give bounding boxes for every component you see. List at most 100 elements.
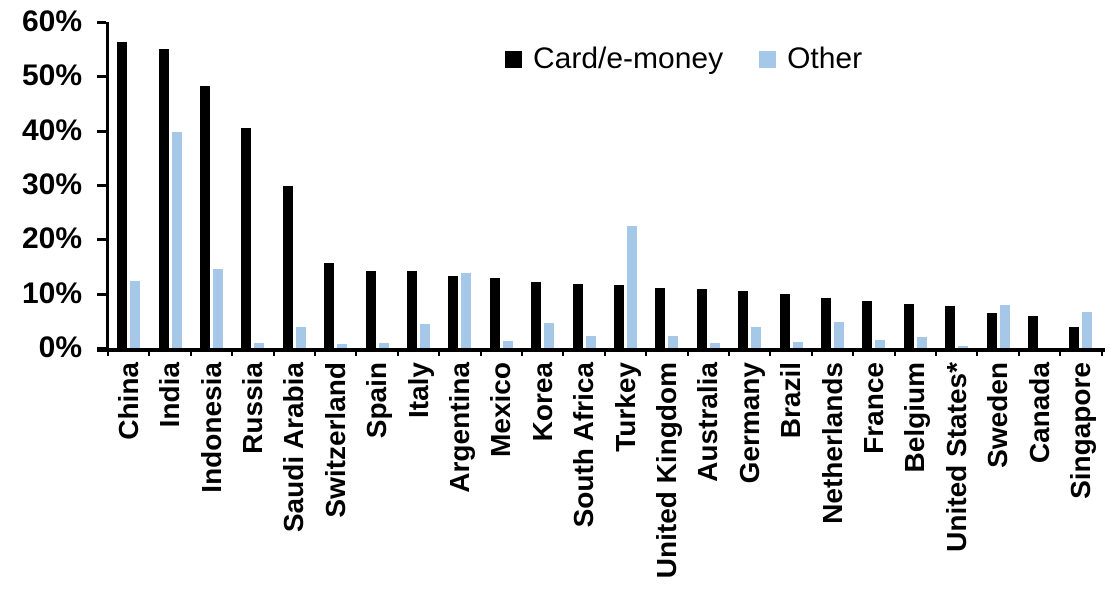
legend-label-other: Other xyxy=(787,42,863,75)
y-tick-label: 30% xyxy=(21,168,82,201)
x-tick-label-united-states: United States* xyxy=(940,362,972,552)
other-bar-south-africa xyxy=(585,335,596,348)
y-tick-label: 10% xyxy=(21,276,82,310)
x-tick-label-india: India xyxy=(154,362,186,428)
x-tick-label-spain: Spain xyxy=(361,362,393,439)
x-tick-label-argentina: Argentina xyxy=(443,362,475,493)
card-e-money-bar-turkey xyxy=(614,284,624,348)
card-e-money-bar-spain xyxy=(365,271,376,348)
x-tick-label-indonesia: Indonesia xyxy=(195,362,227,493)
card-e-money-bar-united-states xyxy=(945,305,956,348)
x-axis-tick xyxy=(603,351,606,356)
x-axis-tick xyxy=(562,351,565,356)
x-tick-label-china: China xyxy=(112,362,144,440)
legend-label-card-e-money: Card/e-money xyxy=(533,42,724,75)
card-e-money-bar-united-kingdom xyxy=(655,288,666,348)
other-bar-india xyxy=(171,132,182,348)
x-axis-tick xyxy=(852,351,855,356)
x-tick-label-saudi-arabia: Saudi Arabia xyxy=(278,362,310,533)
x-axis-tick xyxy=(1017,351,1020,356)
y-tick-label: 60% xyxy=(21,5,82,38)
other-bar-belgium xyxy=(916,337,927,348)
card-e-money-bar-belgium xyxy=(903,303,914,348)
other-bar-brazil xyxy=(792,342,803,348)
x-axis-tick xyxy=(893,351,896,356)
x-tick-label-canada: Canada xyxy=(1023,362,1055,464)
other-bar-korea xyxy=(544,323,555,348)
y-tick-label: 0% xyxy=(38,331,82,364)
card-e-money-bar-canada xyxy=(1028,315,1038,348)
y-tick-label: 40% xyxy=(21,113,82,147)
y-axis-tick xyxy=(97,184,106,187)
x-axis-tick xyxy=(107,351,109,356)
x-axis-tick xyxy=(645,351,648,356)
x-axis-tick xyxy=(272,351,275,356)
x-tick-label-germany: Germany xyxy=(733,362,765,484)
x-axis-tick xyxy=(686,351,689,356)
card-e-money-bar-argentina xyxy=(448,275,459,348)
y-axis-line xyxy=(106,22,109,352)
x-axis-tick xyxy=(810,351,813,356)
x-axis-tick xyxy=(935,351,937,356)
x-tick-label-australia: Australia xyxy=(692,362,724,482)
card-e-money-bar-korea xyxy=(531,281,542,348)
card-e-money-bar-india xyxy=(158,49,169,348)
other-bar-singapore xyxy=(1082,312,1093,348)
legend-swatch-other xyxy=(759,50,777,68)
x-axis-tick xyxy=(231,351,234,356)
x-axis-tick xyxy=(314,351,316,356)
y-axis-tick xyxy=(97,21,106,24)
x-tick-label-mexico: Mexico xyxy=(485,362,517,457)
y-axis-tick xyxy=(97,238,106,242)
x-axis-tick xyxy=(479,351,482,356)
other-bar-united-kingdom xyxy=(668,335,679,348)
legend: Card/e-money Other xyxy=(505,42,862,76)
x-axis-tick xyxy=(976,351,979,356)
x-tick-label-russia: Russia xyxy=(236,362,268,454)
x-tick-label-turkey: Turkey xyxy=(609,362,641,452)
x-tick-label-belgium: Belgium xyxy=(899,362,931,473)
other-bar-saudi-arabia xyxy=(295,327,306,348)
card-e-money-bar-south-africa xyxy=(572,284,583,348)
other-bar-switzerland xyxy=(337,343,348,348)
other-bar-sweden xyxy=(999,304,1010,348)
x-axis-tick xyxy=(521,351,523,356)
card-e-money-bar-france xyxy=(862,301,873,348)
legend-item-other: Other xyxy=(759,42,862,76)
x-tick-label-brazil: Brazil xyxy=(775,362,807,439)
x-tick-label-italy: Italy xyxy=(402,362,434,419)
x-axis-line xyxy=(97,348,1105,352)
card-e-money-bar-china xyxy=(117,42,128,348)
y-tick-label: 50% xyxy=(21,59,82,93)
x-tick-label-sweden: Sweden xyxy=(982,362,1014,468)
other-bar-germany xyxy=(751,326,762,348)
other-bar-mexico xyxy=(502,341,513,348)
x-tick-label-switzerland: Switzerland xyxy=(319,362,351,518)
legend-item-card-e-money: Card/e-money xyxy=(505,42,723,76)
x-tick-label-singapore: Singapore xyxy=(1064,362,1096,499)
card-e-money-bar-sweden xyxy=(986,312,997,348)
other-bar-united-states xyxy=(958,346,969,348)
y-axis-tick xyxy=(97,75,106,79)
other-bar-netherlands xyxy=(834,321,844,348)
x-tick-label-united-kingdom: United Kingdom xyxy=(650,362,682,579)
x-axis-tick xyxy=(1100,351,1103,356)
card-e-money-bar-netherlands xyxy=(821,298,831,348)
other-bar-argentina xyxy=(461,273,472,348)
x-axis-tick xyxy=(396,351,399,356)
card-e-money-bar-indonesia xyxy=(200,85,210,348)
x-axis-tick xyxy=(355,351,358,356)
x-axis-tick xyxy=(1059,351,1062,356)
card-e-money-bar-saudi-arabia xyxy=(282,186,293,348)
card-e-money-bar-australia xyxy=(696,289,707,348)
card-e-money-bar-italy xyxy=(407,271,417,348)
other-bar-china xyxy=(130,281,141,348)
x-tick-label-france: France xyxy=(857,362,889,454)
x-tick-label-korea: Korea xyxy=(526,362,558,442)
other-bar-france xyxy=(875,339,886,348)
other-bar-russia xyxy=(254,343,265,348)
x-tick-label-south-africa: South Africa xyxy=(568,362,600,528)
x-axis-tick xyxy=(148,351,151,356)
card-e-money-bar-brazil xyxy=(779,293,790,348)
